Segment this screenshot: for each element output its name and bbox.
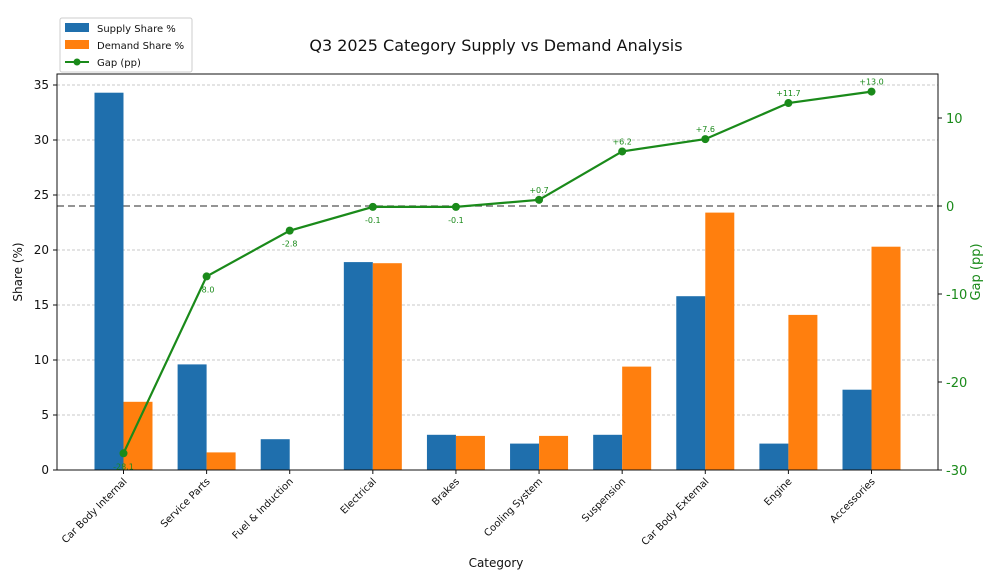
gap-point [784,99,793,108]
gap-point [202,272,211,281]
gap-data-label: +0.7 [529,186,548,195]
supply-bar [842,389,872,470]
legend-label-supply: Supply Share % [97,24,176,35]
y2-tick-label: -20 [946,376,967,391]
gap-data-label: +13.0 [859,78,884,87]
y2-tick-label: 10 [946,112,963,127]
gap-point [451,202,460,211]
gap-point [285,226,294,235]
supply-bar [426,434,456,470]
gap-point [618,147,627,156]
x-tick-label: Car Body Internal [60,476,130,546]
x-axis-label: Category [469,556,524,570]
x-tick-label: Cooling System [482,476,545,539]
legend-swatch-supply [65,23,89,32]
x-tick-label: Accessories [828,476,877,525]
supply-bar [759,443,789,470]
supply-bar [94,92,124,470]
demand-bar [871,246,901,470]
supply-bar [343,262,373,470]
supply-bar [260,439,290,470]
y2-tick-label: -30 [946,464,967,479]
legend-label-gap: Gap (pp) [97,58,141,69]
chart-title: Q3 2025 Category Supply vs Demand Analys… [309,36,682,55]
demand-bar [705,212,735,470]
plot-frame [56,73,939,471]
y-tick-label: 0 [41,463,49,477]
x-tick-label: Fuel & Induction [231,476,296,541]
supply-bar [177,364,207,470]
gap-data-label: -28.1 [113,462,134,471]
y-tick-label: 15 [34,298,49,312]
gap-data-label: +11.7 [776,89,801,98]
demand-bar [123,401,153,470]
y-tick-label: 20 [34,243,49,257]
gap-data-label: -2.8 [282,240,298,249]
gap-data-label: -8.0 [199,285,215,294]
gap-data-label: -0.1 [448,216,464,225]
legend-swatch-demand [65,40,89,49]
gap-point [119,449,128,458]
y2-tick-label: -10 [946,288,967,303]
y-tick-label: 25 [34,188,49,202]
y-axis-label: Share (%) [11,242,25,301]
gap-data-label: -0.1 [365,216,381,225]
y-tick-label: 30 [34,133,49,147]
gap-data-label: +6.2 [612,137,631,146]
demand-bar [206,452,236,470]
y-tick-label: 5 [41,408,49,422]
y-tick-label: 10 [34,353,49,367]
legend-label-demand: Demand Share % [97,41,184,52]
y-tick-label: 35 [34,78,49,92]
supply-bar [510,443,540,470]
x-tick-label: Brakes [430,476,462,508]
demand-bar [455,435,485,470]
x-tick-label: Service Parts [159,476,213,530]
supply-bar [593,434,623,470]
y2-tick-label: 0 [946,200,954,215]
supply-bar [676,296,706,470]
demand-bar [622,366,652,470]
legend: Supply Share % Demand Share % Gap (pp) [59,17,193,73]
x-tick-label: Engine [762,476,794,508]
y2-axis-label: Gap (pp) [969,243,984,300]
gap-line [122,90,872,454]
demand-bar [788,314,818,470]
gap-point [867,87,876,96]
gap-point [535,195,544,204]
gap-data-label: +7.6 [696,125,715,134]
demand-bar [372,263,402,470]
demand-bar [539,435,569,470]
gap-point [701,135,710,144]
x-tick-label: Suspension [580,476,628,524]
x-tick-label: Car Body External [640,476,712,548]
gap-point [368,202,377,211]
x-tick-label: Electrical [339,476,379,516]
